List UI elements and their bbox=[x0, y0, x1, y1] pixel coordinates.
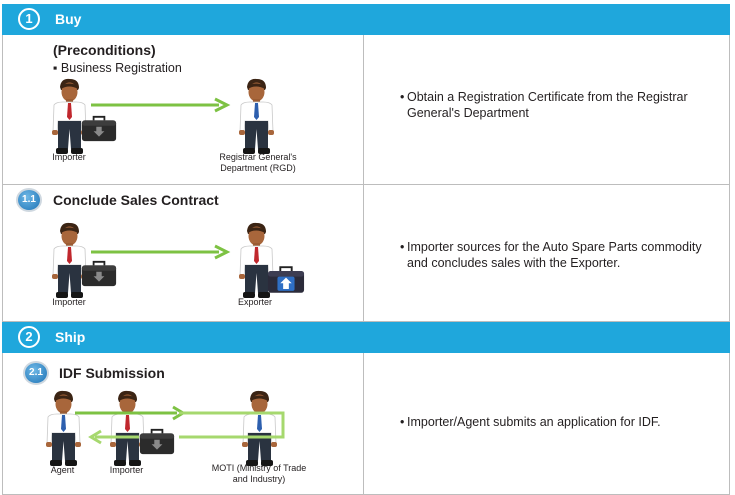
briefcase-icon bbox=[139, 428, 175, 455]
agent-label: Agent bbox=[50, 465, 75, 475]
section-title: Buy bbox=[55, 11, 82, 27]
precondition-text: Business Registration bbox=[60, 61, 182, 75]
row-description: • Importer sources for the Auto Spare Pa… bbox=[400, 239, 727, 271]
section-header-buy: 1 Buy bbox=[2, 4, 730, 35]
moti-label-line1: MOTI (Ministry of Trade bbox=[211, 463, 307, 473]
step-badge: 1.1 bbox=[16, 188, 42, 212]
row-title: Conclude Sales Contract bbox=[53, 192, 219, 208]
column-divider bbox=[363, 353, 364, 494]
arrow-right-icon bbox=[91, 97, 231, 113]
row-description: • Importer/Agent submits an application … bbox=[400, 414, 727, 430]
from-label: Importer bbox=[52, 152, 86, 162]
to-label-line2: Department (RGD) bbox=[220, 163, 296, 173]
section-header-ship: 2 Ship bbox=[2, 322, 730, 353]
row-preconditions: (Preconditions) ▪ Business Registration … bbox=[2, 35, 730, 185]
person-icon bbox=[236, 77, 276, 157]
arrow-right-icon bbox=[75, 405, 186, 421]
step-badge: 2.1 bbox=[23, 361, 49, 385]
moti-label: MOTI (Ministry of Trade and Industry) bbox=[199, 463, 319, 485]
person-icon bbox=[43, 389, 83, 469]
row-idf-submission: 2.1 IDF Submission Agent Importer MOTI (… bbox=[2, 353, 730, 495]
from-label: Importer bbox=[52, 297, 86, 307]
row-title: (Preconditions) bbox=[53, 42, 156, 58]
section-number: 2 bbox=[18, 326, 40, 348]
arrow-right-icon bbox=[91, 244, 231, 260]
briefcase-upload-icon bbox=[267, 265, 305, 294]
row-description: • Obtain a Registration Certificate from… bbox=[400, 89, 727, 121]
section-title: Ship bbox=[55, 329, 86, 345]
precondition-item: ▪ Business Registration bbox=[53, 61, 182, 75]
section-number: 1 bbox=[18, 8, 40, 30]
to-label: Registrar General's Department (RGD) bbox=[203, 152, 313, 174]
to-label-line1: Registrar General's bbox=[219, 152, 297, 162]
desc-line2: General's Department bbox=[407, 106, 529, 120]
desc-line1: Importer sources for the Auto Spare Part… bbox=[407, 240, 702, 254]
to-label: Exporter bbox=[237, 297, 272, 307]
row-title: IDF Submission bbox=[59, 365, 165, 381]
loop-connector bbox=[179, 411, 285, 439]
desc-line1: Importer/Agent submits an application fo… bbox=[407, 415, 661, 429]
importer-label: Importer bbox=[109, 465, 144, 475]
moti-label-line2: and Industry) bbox=[232, 474, 286, 484]
desc-line1: Obtain a Registration Certificate from t… bbox=[407, 90, 688, 104]
briefcase-icon bbox=[81, 115, 117, 142]
briefcase-icon bbox=[81, 260, 117, 287]
column-divider bbox=[363, 35, 364, 184]
desc-line2: and concludes sales with the Exporter. bbox=[407, 256, 621, 270]
row-conclude-sales: 1.1 Conclude Sales Contract Importer Exp… bbox=[2, 185, 730, 322]
column-divider bbox=[363, 185, 364, 321]
arrow-left-icon bbox=[88, 429, 139, 445]
